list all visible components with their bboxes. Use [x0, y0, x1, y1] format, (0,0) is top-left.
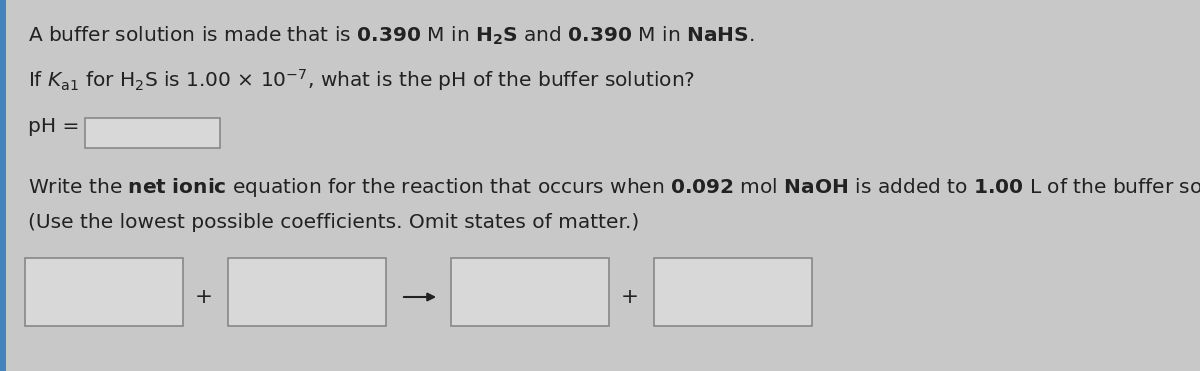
- Bar: [0, 0, 6, 371]
- Text: If $K_{\mathrm{a1}}$ for H$_2$S is 1.00 $\times$ 10$^{-7}$, what is the pH of th: If $K_{\mathrm{a1}}$ for H$_2$S is 1.00 …: [28, 67, 695, 93]
- Text: A buffer solution is made that is $\mathbf{0.390}$ M in $\mathbf{H_2S}$ and $\ma: A buffer solution is made that is $\math…: [28, 25, 755, 47]
- Text: +: +: [194, 287, 214, 307]
- Text: +: +: [622, 287, 640, 307]
- Text: (Use the lowest possible coefficients. Omit states of matter.): (Use the lowest possible coefficients. O…: [28, 213, 640, 232]
- Text: pH =: pH =: [28, 117, 79, 136]
- Text: Write the $\bf{net\ ionic}$ equation for the reaction that occurs when $\mathbf{: Write the $\bf{net\ ionic}$ equation for…: [28, 176, 1200, 199]
